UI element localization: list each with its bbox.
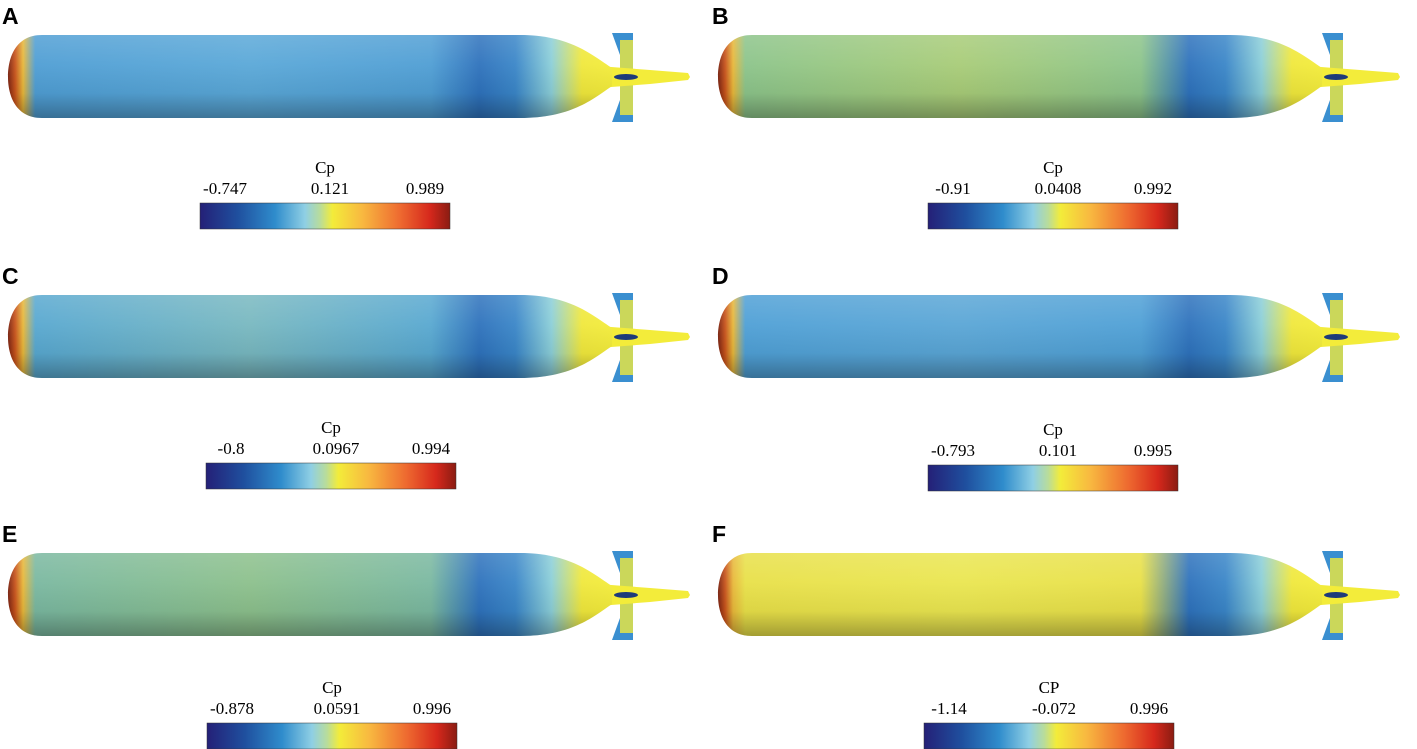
hull-shading (718, 35, 1322, 118)
tail (1308, 66, 1400, 88)
hull-shading (8, 295, 612, 378)
tail (1308, 584, 1400, 606)
colorbar-tick-label: 0.996 (413, 699, 451, 718)
colorbar-title: Cp (322, 678, 342, 697)
colorbar-title: CP (1039, 678, 1060, 697)
panel: B Cp -0.91 0.0408 0.992 (712, 3, 1400, 230)
colorbar-tick-label: 0.121 (311, 179, 349, 198)
colorbar-tick-label: 0.994 (412, 439, 451, 458)
colorbar-tick-label: 0.989 (406, 179, 444, 198)
hull-shading (718, 295, 1322, 378)
colorbar-tick-label: -0.8 (218, 439, 245, 458)
colorbar-tick-label: 0.0591 (314, 699, 361, 718)
colorbar-tick-label: 0.0408 (1035, 179, 1082, 198)
colorbar-tick-label: -0.747 (203, 179, 247, 198)
colorbar (923, 722, 1175, 749)
colorbar-tick-label: 0.0967 (313, 439, 360, 458)
shaft (614, 592, 638, 598)
shaft (1324, 74, 1348, 80)
shaft (614, 334, 638, 340)
shaft (614, 74, 638, 80)
colorbar (927, 464, 1179, 492)
tail (598, 326, 690, 348)
panel-label: F (712, 521, 726, 547)
panel-label: B (712, 3, 729, 29)
panel-label: E (2, 521, 17, 547)
colorbar (206, 722, 458, 749)
panel: C Cp -0.8 0.0967 0.994 (2, 263, 690, 490)
colorbar-tick-label: 0.101 (1039, 441, 1077, 460)
shaft (1324, 592, 1348, 598)
colorbar-tick-label: -0.793 (931, 441, 975, 460)
tail (598, 584, 690, 606)
colorbar-title: Cp (1043, 158, 1063, 177)
colorbar-tick-label: 0.996 (1130, 699, 1168, 718)
shaft (1324, 334, 1348, 340)
hull-shading (718, 553, 1322, 636)
colorbar (205, 462, 457, 490)
panel-label: D (712, 263, 729, 289)
colorbar-title: Cp (1043, 420, 1063, 439)
tail (598, 66, 690, 88)
colorbar-tick-label: 0.992 (1134, 179, 1172, 198)
panel: E Cp -0.878 0.0591 0.996 (2, 521, 690, 749)
colorbar-title: Cp (321, 418, 341, 437)
colorbar-title: Cp (315, 158, 335, 177)
colorbar-tick-label: -0.878 (210, 699, 254, 718)
panel: A Cp -0.747 0.121 0.989 (2, 3, 690, 230)
colorbar-tick-label: -0.91 (935, 179, 970, 198)
tail (1308, 326, 1400, 348)
colorbar-tick-label: 0.995 (1134, 441, 1172, 460)
colorbar (199, 202, 451, 230)
panel-label: A (2, 3, 19, 29)
hull-shading (8, 553, 612, 636)
panel: D Cp -0.793 0.101 0.995 (712, 263, 1400, 492)
panel: F CP -1.14 -0.072 0.996 (712, 521, 1400, 749)
colorbar-tick-label: -0.072 (1032, 699, 1076, 718)
panel-label: C (2, 263, 19, 289)
hull-shading (8, 35, 612, 118)
colorbar-tick-label: -1.14 (931, 699, 967, 718)
colorbar (927, 202, 1179, 230)
